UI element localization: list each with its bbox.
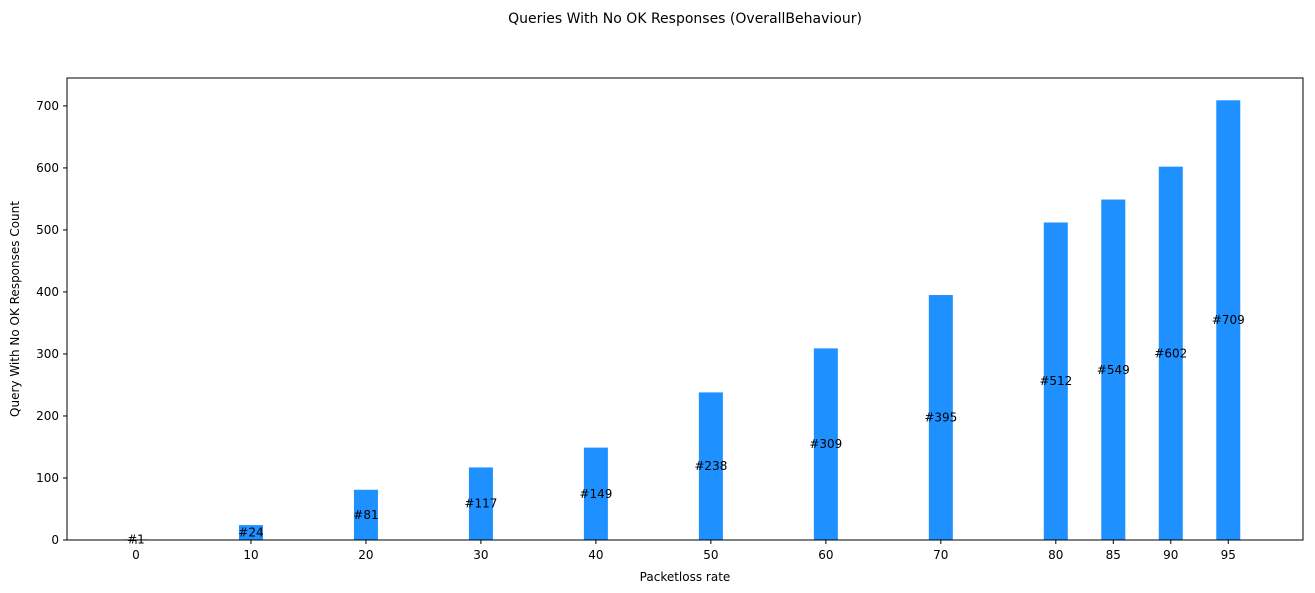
y-tick-label-700: 700: [36, 99, 59, 113]
x-tick-label-90: 90: [1163, 548, 1178, 562]
bar-50: [698, 392, 723, 540]
x-tick-label-10: 10: [243, 548, 258, 562]
plot-frame: [66, 77, 1304, 541]
bar-20: [353, 489, 378, 540]
y-tick-label-400: 400: [36, 285, 59, 299]
data-label-20: #81: [353, 508, 378, 522]
x-tick-label-60: 60: [818, 548, 833, 562]
bar-80: [1043, 222, 1068, 540]
bar-70: [928, 295, 953, 540]
data-label-40: #149: [579, 487, 612, 501]
bar-85: [1101, 199, 1126, 540]
bar-95: [1216, 100, 1241, 540]
data-label-95: #709: [1212, 313, 1245, 327]
chart-title: Queries With No OK Responses (OverallBeh…: [508, 11, 862, 27]
y-tick-label-100: 100: [36, 471, 59, 485]
bars-layer: [123, 100, 1241, 540]
y-axis-title: Query With No OK Responses Count: [8, 201, 22, 417]
y-tick-label-600: 600: [36, 161, 59, 175]
data-label-70: #395: [924, 411, 957, 425]
x-tick-label-20: 20: [358, 548, 373, 562]
x-tick-label-95: 95: [1221, 548, 1236, 562]
x-tick-label-80: 80: [1048, 548, 1063, 562]
data-label-10: #24: [238, 526, 263, 540]
x-tick-label-30: 30: [473, 548, 488, 562]
data-label-50: #238: [694, 459, 727, 473]
x-axis: 0 10 20 30 40 50 60 70 80 85 90 95: [132, 540, 1236, 562]
x-tick-label-40: 40: [588, 548, 603, 562]
bar-60: [813, 348, 838, 540]
y-tick-label-200: 200: [36, 409, 59, 423]
data-label-30: #117: [464, 497, 497, 511]
y-tick-label-0: 0: [51, 533, 59, 547]
y-tick-label-500: 500: [36, 223, 59, 237]
x-axis-title: Packetloss rate: [640, 570, 731, 584]
bar-90: [1158, 166, 1183, 540]
x-tick-label-85: 85: [1106, 548, 1121, 562]
x-tick-label-50: 50: [703, 548, 718, 562]
data-label-80: #512: [1039, 374, 1072, 388]
bar-30: [468, 467, 493, 540]
x-tick-label-0: 0: [132, 548, 140, 562]
y-tick-label-300: 300: [36, 347, 59, 361]
y-axis: 0 100 200 300 400 500 600 700: [36, 99, 67, 547]
data-label-90: #602: [1154, 346, 1187, 360]
data-label-85: #549: [1097, 363, 1130, 377]
data-labels-layer: #1#24#81#117#149#238#309#395#512#549#602…: [127, 313, 1245, 547]
data-label-60: #309: [809, 437, 842, 451]
bar-10: [238, 525, 263, 540]
bar-40: [583, 447, 608, 540]
x-tick-label-70: 70: [933, 548, 948, 562]
